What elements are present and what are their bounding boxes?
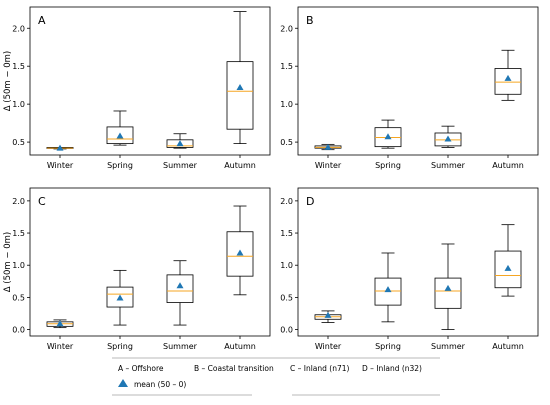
y-tick-label: 0.0 — [280, 326, 293, 335]
y-tick-label: 2.0 — [280, 197, 293, 206]
x-tick-label: Spring — [375, 161, 401, 170]
y-tick-label: 1.5 — [12, 62, 25, 71]
mean-marker — [444, 284, 452, 291]
box-winter — [314, 310, 342, 323]
y-tick-label: 0.5 — [12, 138, 25, 147]
y-axis-label: Δ (50m − 0m) — [3, 51, 13, 111]
y-axis-label: Δ (50m − 0m) — [3, 232, 13, 292]
plot-frame — [29, 6, 271, 156]
mean-marker — [116, 132, 124, 139]
y-tick-label: 2.0 — [12, 24, 25, 33]
x-tick-label: Winter — [47, 161, 74, 170]
x-tick-label: Spring — [107, 342, 133, 351]
y-tick-label: 0.5 — [12, 293, 25, 302]
mean-marker — [444, 135, 452, 142]
x-tick-label: Spring — [375, 342, 401, 351]
box-summer — [166, 260, 194, 326]
legend-item-c: C – Inland (n71) — [290, 364, 350, 373]
x-tick-label: Autumn — [492, 161, 524, 170]
legend-item-b: B – Coastal transition — [194, 364, 274, 373]
legend-mean-marker — [118, 379, 128, 387]
box-autumn — [494, 224, 522, 297]
mean-marker — [384, 286, 392, 293]
panel-label: A — [38, 14, 46, 27]
mean-marker — [236, 249, 244, 256]
box-spring — [374, 252, 402, 323]
panel-b: B 0.5 1.0 1.5 2.0 Winter Spring Summer Autumn — [280, 6, 539, 170]
x-tick-label: Autumn — [224, 342, 256, 351]
box-autumn — [226, 205, 254, 296]
y-tick-label: 0.0 — [12, 326, 25, 335]
plot-frame — [297, 6, 539, 156]
mean-marker — [176, 282, 184, 289]
x-tick-label: Summer — [163, 342, 198, 351]
box-summer — [166, 133, 194, 149]
x-tick-label: Winter — [315, 342, 342, 351]
y-tick-label: 1.5 — [12, 229, 25, 238]
mean-marker — [324, 311, 332, 318]
x-tick-label: Winter — [315, 161, 342, 170]
y-tick-label: 0.5 — [280, 138, 293, 147]
mean-marker — [384, 133, 392, 140]
box-spring — [106, 269, 134, 326]
box-iqr — [226, 61, 254, 130]
panel-label: D — [306, 195, 314, 208]
legend: A – Offshore B – Coastal transition C – In… — [112, 357, 440, 396]
y-tick-label: 1.5 — [280, 62, 293, 71]
box-iqr — [494, 68, 522, 95]
mean-marker — [56, 144, 64, 151]
panel-d: D 0.0 0.5 1.0 1.5 2.0 Winter Spring Summer Autumn — [280, 187, 539, 351]
y-tick-label: 2.0 — [12, 197, 25, 206]
mean-marker — [116, 294, 124, 301]
panel-label: B — [306, 14, 314, 27]
legend-item-d: D – Inland (n32) — [362, 364, 422, 373]
box-summer — [434, 125, 462, 148]
mean-marker — [176, 140, 184, 147]
legend-item-a: A – Offshore — [118, 364, 164, 373]
x-tick-label: Summer — [431, 161, 466, 170]
box-autumn — [494, 49, 522, 101]
box-winter — [46, 144, 74, 151]
y-tick-label: 1.0 — [12, 100, 25, 109]
panel-a: A 0.5 1.0 1.5 2.0 Δ (50m − 0m) Winter Spring Sum… — [3, 6, 271, 170]
x-tick-label: Spring — [107, 161, 133, 170]
box-iqr — [434, 277, 462, 309]
x-tick-label: Summer — [163, 161, 198, 170]
box-spring — [374, 119, 402, 149]
plot-frame — [29, 187, 271, 337]
y-tick-label: 1.0 — [280, 100, 293, 109]
x-tick-label: Autumn — [224, 161, 256, 170]
mean-marker — [324, 143, 332, 150]
y-tick-label: 1.0 — [280, 261, 293, 270]
box-iqr — [166, 274, 194, 303]
box-winter — [314, 143, 342, 151]
mean-marker — [504, 264, 512, 271]
plot-frame — [297, 187, 539, 337]
mean-marker — [504, 74, 512, 81]
mean-marker — [236, 83, 244, 90]
box-winter — [46, 319, 74, 329]
mean-marker — [56, 320, 64, 327]
panel-label: C — [38, 195, 46, 208]
y-tick-label: 1.0 — [12, 261, 25, 270]
y-tick-label: 0.5 — [280, 293, 293, 302]
y-tick-label: 2.0 — [280, 24, 293, 33]
x-tick-label: Winter — [47, 342, 74, 351]
legend-mean-label: mean (50 – 0) — [134, 380, 186, 389]
panel-c: C 0.0 0.5 1.0 1.5 2.0 Δ (50m − 0m) Winter Spring… — [3, 187, 271, 351]
box-autumn — [226, 11, 254, 145]
x-tick-label: Summer — [431, 342, 466, 351]
box-summer — [434, 243, 462, 330]
box-spring — [106, 110, 134, 146]
y-tick-label: 1.5 — [280, 229, 293, 238]
x-tick-label: Autumn — [492, 342, 524, 351]
